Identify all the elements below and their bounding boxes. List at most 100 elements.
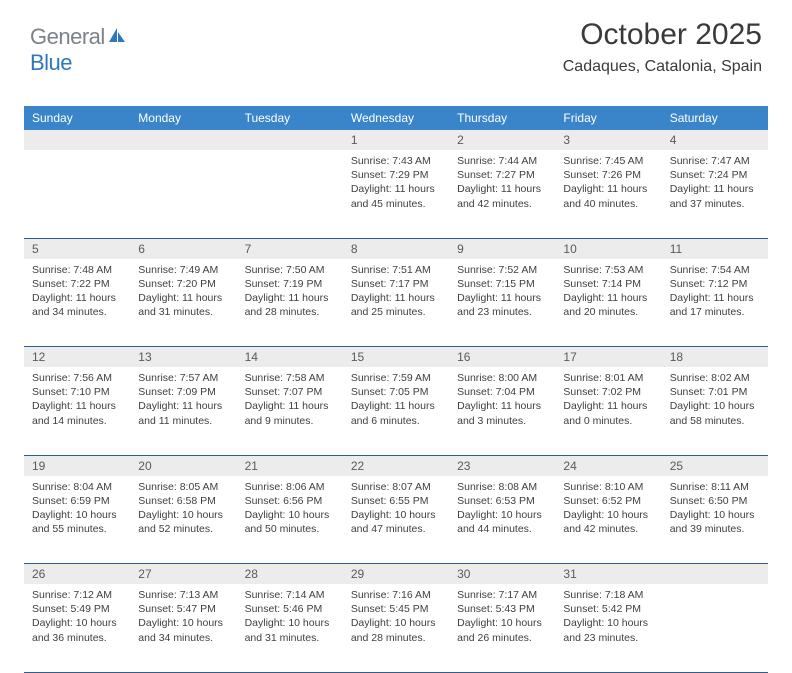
day-number-cell: 16 bbox=[449, 347, 555, 368]
day-cell: Sunrise: 7:48 AMSunset: 7:22 PMDaylight:… bbox=[24, 259, 130, 347]
calendar-table: Sunday Monday Tuesday Wednesday Thursday… bbox=[24, 106, 768, 673]
day-cell-body: Sunrise: 7:45 AMSunset: 7:26 PMDaylight:… bbox=[555, 150, 661, 217]
daylight-line1: Daylight: 10 hours bbox=[245, 616, 335, 630]
day-number-cell: 30 bbox=[449, 564, 555, 585]
sunrise-line: Sunrise: 7:48 AM bbox=[32, 263, 122, 277]
sunrise-line: Sunrise: 7:52 AM bbox=[457, 263, 547, 277]
daylight-line1: Daylight: 11 hours bbox=[138, 399, 228, 413]
sunrise-line: Sunrise: 8:01 AM bbox=[563, 371, 653, 385]
daylight-line1: Daylight: 10 hours bbox=[670, 399, 760, 413]
day-number-cell: 29 bbox=[343, 564, 449, 585]
sunrise-line: Sunrise: 8:00 AM bbox=[457, 371, 547, 385]
day-number-cell: 31 bbox=[555, 564, 661, 585]
day-number-cell: 14 bbox=[237, 347, 343, 368]
sunset-line: Sunset: 7:04 PM bbox=[457, 385, 547, 399]
day-cell-body: Sunrise: 7:14 AMSunset: 5:46 PMDaylight:… bbox=[237, 584, 343, 651]
day-cell: Sunrise: 7:16 AMSunset: 5:45 PMDaylight:… bbox=[343, 584, 449, 672]
daylight-line1: Daylight: 11 hours bbox=[351, 291, 441, 305]
day-cell: Sunrise: 8:02 AMSunset: 7:01 PMDaylight:… bbox=[662, 367, 768, 455]
logo-part2: Blue bbox=[30, 50, 72, 75]
header-right: October 2025 Cadaques, Catalonia, Spain bbox=[563, 18, 762, 76]
day-cell: Sunrise: 7:49 AMSunset: 7:20 PMDaylight:… bbox=[130, 259, 236, 347]
sunset-line: Sunset: 7:09 PM bbox=[138, 385, 228, 399]
sunset-line: Sunset: 6:59 PM bbox=[32, 494, 122, 508]
daynum-row: 19202122232425 bbox=[24, 455, 768, 476]
day-cell: Sunrise: 7:43 AMSunset: 7:29 PMDaylight:… bbox=[343, 150, 449, 238]
day-cell: Sunrise: 8:06 AMSunset: 6:56 PMDaylight:… bbox=[237, 476, 343, 564]
day-body-row: Sunrise: 7:48 AMSunset: 7:22 PMDaylight:… bbox=[24, 259, 768, 347]
daylight-line2: and 58 minutes. bbox=[670, 414, 760, 428]
sunset-line: Sunset: 6:50 PM bbox=[670, 494, 760, 508]
day-number-cell bbox=[662, 564, 768, 585]
sunset-line: Sunset: 6:55 PM bbox=[351, 494, 441, 508]
day-cell-body: Sunrise: 7:57 AMSunset: 7:09 PMDaylight:… bbox=[130, 367, 236, 434]
location-subtitle: Cadaques, Catalonia, Spain bbox=[563, 58, 762, 76]
day-number-cell: 2 bbox=[449, 130, 555, 150]
day-cell-body: Sunrise: 8:06 AMSunset: 6:56 PMDaylight:… bbox=[237, 476, 343, 543]
day-cell-body: Sunrise: 8:05 AMSunset: 6:58 PMDaylight:… bbox=[130, 476, 236, 543]
dow-thursday: Thursday bbox=[449, 106, 555, 130]
day-number-cell: 6 bbox=[130, 238, 236, 259]
sunset-line: Sunset: 6:53 PM bbox=[457, 494, 547, 508]
sunset-line: Sunset: 7:14 PM bbox=[563, 277, 653, 291]
day-cell-body: Sunrise: 7:56 AMSunset: 7:10 PMDaylight:… bbox=[24, 367, 130, 434]
sunrise-line: Sunrise: 7:58 AM bbox=[245, 371, 335, 385]
daylight-line1: Daylight: 10 hours bbox=[32, 616, 122, 630]
daylight-line1: Daylight: 10 hours bbox=[32, 508, 122, 522]
day-cell-body: Sunrise: 7:59 AMSunset: 7:05 PMDaylight:… bbox=[343, 367, 449, 434]
sunset-line: Sunset: 7:27 PM bbox=[457, 168, 547, 182]
daylight-line2: and 11 minutes. bbox=[138, 414, 228, 428]
day-number-cell: 13 bbox=[130, 347, 236, 368]
day-number-cell: 8 bbox=[343, 238, 449, 259]
day-number-cell: 27 bbox=[130, 564, 236, 585]
day-cell: Sunrise: 8:01 AMSunset: 7:02 PMDaylight:… bbox=[555, 367, 661, 455]
daylight-line2: and 37 minutes. bbox=[670, 197, 760, 211]
daylight-line1: Daylight: 10 hours bbox=[457, 508, 547, 522]
sunrise-line: Sunrise: 7:47 AM bbox=[670, 154, 760, 168]
daynum-row: 262728293031 bbox=[24, 564, 768, 585]
brand-logo: GeneralBlue bbox=[30, 24, 127, 76]
daylight-line1: Daylight: 10 hours bbox=[563, 616, 653, 630]
day-cell-body: Sunrise: 7:16 AMSunset: 5:45 PMDaylight:… bbox=[343, 584, 449, 651]
day-cell: Sunrise: 7:53 AMSunset: 7:14 PMDaylight:… bbox=[555, 259, 661, 347]
sunset-line: Sunset: 7:05 PM bbox=[351, 385, 441, 399]
daylight-line2: and 3 minutes. bbox=[457, 414, 547, 428]
day-cell bbox=[24, 150, 130, 238]
day-cell: Sunrise: 7:45 AMSunset: 7:26 PMDaylight:… bbox=[555, 150, 661, 238]
day-cell-body: Sunrise: 8:00 AMSunset: 7:04 PMDaylight:… bbox=[449, 367, 555, 434]
daylight-line1: Daylight: 11 hours bbox=[32, 399, 122, 413]
logo-text: GeneralBlue bbox=[30, 24, 127, 76]
sunset-line: Sunset: 6:52 PM bbox=[563, 494, 653, 508]
dow-wednesday: Wednesday bbox=[343, 106, 449, 130]
day-cell: Sunrise: 8:10 AMSunset: 6:52 PMDaylight:… bbox=[555, 476, 661, 564]
daylight-line1: Daylight: 11 hours bbox=[245, 291, 335, 305]
daylight-line2: and 0 minutes. bbox=[563, 414, 653, 428]
day-cell: Sunrise: 8:05 AMSunset: 6:58 PMDaylight:… bbox=[130, 476, 236, 564]
sunrise-line: Sunrise: 8:04 AM bbox=[32, 480, 122, 494]
sunrise-line: Sunrise: 8:08 AM bbox=[457, 480, 547, 494]
daylight-line2: and 26 minutes. bbox=[457, 631, 547, 645]
sunset-line: Sunset: 6:56 PM bbox=[245, 494, 335, 508]
daylight-line2: and 31 minutes. bbox=[245, 631, 335, 645]
sunrise-line: Sunrise: 7:43 AM bbox=[351, 154, 441, 168]
daylight-line1: Daylight: 11 hours bbox=[32, 291, 122, 305]
sail-icon bbox=[107, 24, 127, 49]
day-number-cell: 7 bbox=[237, 238, 343, 259]
dow-saturday: Saturday bbox=[662, 106, 768, 130]
day-cell-body: Sunrise: 7:18 AMSunset: 5:42 PMDaylight:… bbox=[555, 584, 661, 651]
sunset-line: Sunset: 7:02 PM bbox=[563, 385, 653, 399]
day-cell: Sunrise: 7:17 AMSunset: 5:43 PMDaylight:… bbox=[449, 584, 555, 672]
sunrise-line: Sunrise: 7:18 AM bbox=[563, 588, 653, 602]
day-cell: Sunrise: 7:18 AMSunset: 5:42 PMDaylight:… bbox=[555, 584, 661, 672]
dow-friday: Friday bbox=[555, 106, 661, 130]
day-number-cell: 11 bbox=[662, 238, 768, 259]
daylight-line1: Daylight: 11 hours bbox=[245, 399, 335, 413]
sunrise-line: Sunrise: 7:49 AM bbox=[138, 263, 228, 277]
day-cell-body: Sunrise: 8:04 AMSunset: 6:59 PMDaylight:… bbox=[24, 476, 130, 543]
daylight-line2: and 50 minutes. bbox=[245, 522, 335, 536]
daylight-line1: Daylight: 10 hours bbox=[563, 508, 653, 522]
day-cell-body: Sunrise: 7:54 AMSunset: 7:12 PMDaylight:… bbox=[662, 259, 768, 326]
daylight-line2: and 39 minutes. bbox=[670, 522, 760, 536]
sunrise-line: Sunrise: 7:51 AM bbox=[351, 263, 441, 277]
sunset-line: Sunset: 7:22 PM bbox=[32, 277, 122, 291]
